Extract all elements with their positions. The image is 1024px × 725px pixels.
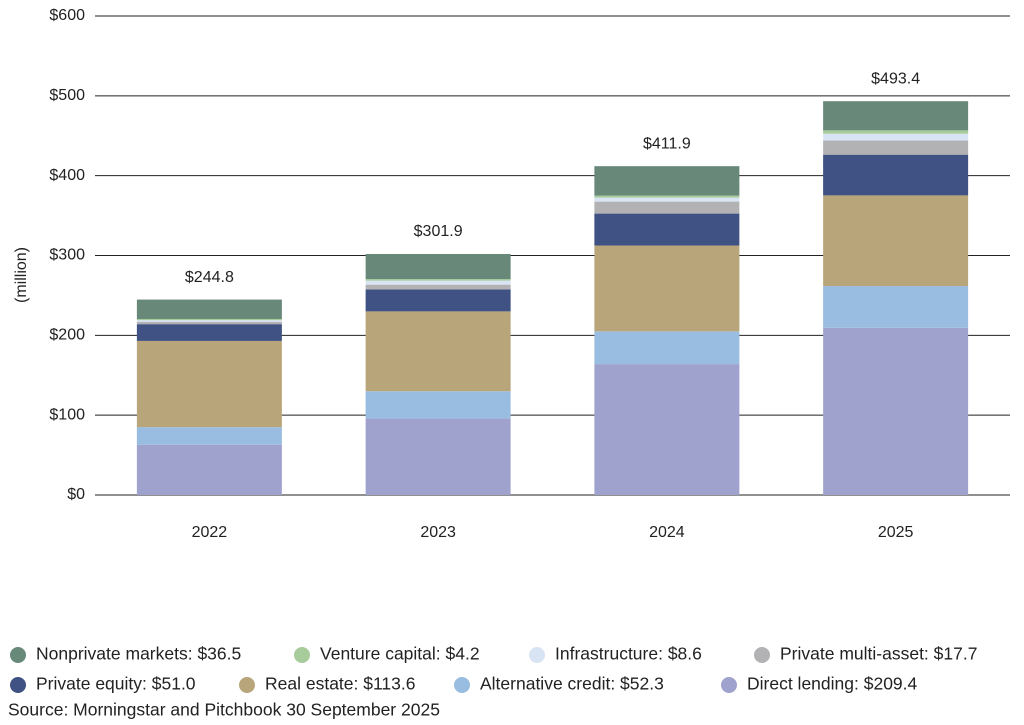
legend-label: Private equity: $51.0 (36, 674, 196, 694)
legend-swatch (239, 677, 255, 693)
total-label: $301.9 (414, 223, 463, 240)
bar-segment (594, 195, 740, 198)
bar-segment (594, 245, 740, 332)
bar-segment (823, 101, 969, 131)
total-label: $244.8 (185, 269, 234, 286)
bar-segment (823, 140, 969, 155)
legend: Nonprivate markets: $36.5 Venture capital… (10, 644, 977, 694)
bar-segment (136, 427, 282, 445)
bar-segment (365, 418, 511, 495)
bar-segment (823, 133, 969, 141)
x-tick-label: 2025 (878, 524, 914, 541)
bar-segment (365, 280, 511, 285)
bar-segment (594, 364, 740, 495)
x-tick-label: 2023 (420, 524, 456, 541)
y-tick-label: $200 (49, 327, 85, 344)
bar-segment (823, 130, 969, 134)
bar-segment (365, 311, 511, 392)
bar-segment (594, 201, 740, 214)
bar-segment (136, 340, 282, 428)
legend-swatch (10, 677, 26, 693)
y-tick-label: $400 (49, 167, 85, 184)
legend-swatch (294, 647, 310, 663)
legend-swatch (754, 647, 770, 663)
total-label: $411.9 (643, 135, 691, 152)
y-tick-label: $600 (49, 7, 85, 24)
bar-segment (823, 154, 969, 196)
legend-label: Venture capital: $4.2 (320, 644, 480, 664)
bar-segment (365, 391, 511, 419)
y-tick-label: $300 (49, 247, 85, 264)
legend-label: Real estate: $113.6 (265, 674, 415, 694)
bar-segment (365, 279, 511, 281)
y-tick-label: $0 (67, 486, 85, 503)
x-tick-label: 2024 (649, 524, 685, 541)
y-axis-label: (million) (13, 247, 30, 303)
bar-segment (823, 327, 969, 495)
bar-segment (136, 324, 282, 341)
legend-label: Private multi-asset: $17.7 (780, 644, 977, 664)
bar-segment (594, 213, 740, 246)
bar-segment (365, 253, 511, 280)
bar-segment (136, 299, 282, 319)
legend-swatch (454, 677, 470, 693)
bar-segment (594, 331, 740, 365)
y-tick-label: $500 (49, 87, 85, 104)
bar-segment (136, 320, 282, 322)
bar-segment (136, 321, 282, 325)
legend-swatch (529, 647, 545, 663)
bar-segment (136, 318, 282, 321)
legend-label: Alternative credit: $52.3 (480, 674, 664, 694)
y-tick-label: $100 (49, 406, 85, 423)
legend-label: Nonprivate markets: $36.5 (36, 644, 241, 664)
x-tick-label: 2022 (192, 524, 228, 541)
bar-segment (594, 166, 740, 196)
total-label: $493.4 (871, 70, 920, 87)
legend-label: Direct lending: $209.4 (747, 674, 918, 694)
bar-segment (594, 197, 740, 202)
legend-label: Infrastructure: $8.6 (555, 644, 702, 664)
bar-segment (365, 289, 511, 312)
legend-swatch (721, 677, 737, 693)
legend-swatch (10, 647, 26, 663)
bar-segment (365, 284, 511, 290)
bar-segment (136, 444, 282, 495)
bar-segment (823, 195, 969, 287)
bar-segment (823, 286, 969, 328)
source: Source: Morningstar and Pitchbook 30 Sep… (8, 700, 440, 720)
